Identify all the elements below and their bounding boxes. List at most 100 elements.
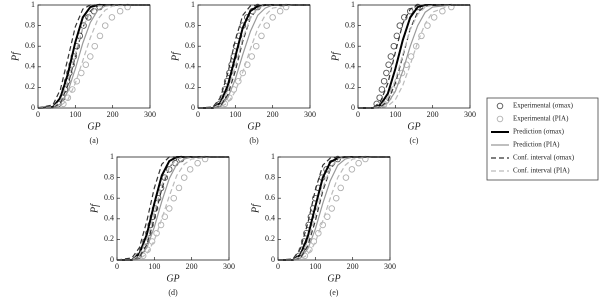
data-point bbox=[108, 14, 116, 21]
data-point bbox=[376, 94, 383, 101]
data-point bbox=[73, 77, 81, 85]
x-axis-label: GP bbox=[166, 273, 179, 284]
data-point bbox=[269, 14, 276, 21]
data-point bbox=[412, 42, 420, 50]
y-tick-label: 0.8 bbox=[265, 172, 275, 181]
cdf-line bbox=[278, 156, 390, 261]
x-tick-label: 300 bbox=[304, 110, 316, 119]
data-point bbox=[355, 159, 362, 167]
data-point bbox=[337, 184, 344, 192]
data-point bbox=[166, 205, 173, 212]
y-tick-label: 0 bbox=[110, 255, 114, 264]
x-tick-label: 300 bbox=[144, 110, 156, 119]
x-tick-label: 100 bbox=[148, 262, 160, 271]
x-tick-label: 200 bbox=[186, 262, 198, 271]
data-point bbox=[407, 53, 415, 60]
x-axis-label: GP bbox=[87, 121, 100, 132]
cdf-line bbox=[37, 4, 150, 109]
cdf-line bbox=[358, 4, 470, 109]
axes-frame bbox=[357, 4, 471, 109]
panel-caption: (d) bbox=[168, 288, 178, 297]
cdf-line bbox=[198, 4, 310, 109]
cdf-line bbox=[358, 4, 470, 109]
data-point bbox=[393, 32, 401, 40]
data-point bbox=[101, 22, 109, 29]
x-tick-label: 0 bbox=[196, 110, 200, 119]
cdf-line bbox=[358, 4, 470, 109]
data-point bbox=[380, 77, 388, 85]
data-point bbox=[276, 7, 284, 15]
legend-label: Experimental (PIA) bbox=[513, 115, 569, 123]
data-point bbox=[157, 221, 165, 229]
cdf-line bbox=[37, 4, 150, 109]
data-point bbox=[248, 53, 256, 60]
data-point bbox=[398, 69, 406, 77]
data-point bbox=[252, 42, 260, 50]
legend-label: Prediction (σmax) bbox=[513, 128, 565, 136]
x-tick-label: 200 bbox=[427, 110, 439, 119]
x-tick-label: 0 bbox=[356, 110, 360, 119]
data-point bbox=[82, 61, 90, 68]
data-point bbox=[180, 174, 188, 181]
data-point bbox=[319, 221, 327, 229]
y-tick-label: 0.4 bbox=[104, 214, 114, 223]
data-point bbox=[387, 53, 395, 60]
data-point bbox=[430, 14, 438, 21]
data-point bbox=[328, 205, 336, 212]
legend-label: Conf. interval (PIA) bbox=[513, 167, 570, 175]
data-point bbox=[166, 166, 173, 173]
data-point bbox=[439, 7, 446, 15]
data-point bbox=[96, 32, 104, 40]
y-tick-label: 0 bbox=[191, 103, 195, 112]
cdf-line bbox=[198, 4, 310, 109]
y-tick-label: 1 bbox=[110, 152, 114, 161]
cdf-line bbox=[198, 4, 310, 109]
data-point bbox=[378, 86, 386, 93]
y-axis-label: Pf bbox=[170, 51, 181, 62]
x-axis-label: GP bbox=[407, 121, 420, 132]
y-tick-label: 0.2 bbox=[104, 234, 114, 243]
axes-frame bbox=[197, 4, 311, 109]
x-tick-label: 200 bbox=[347, 262, 359, 271]
y-tick-label: 0.2 bbox=[185, 82, 195, 91]
data-point bbox=[69, 86, 76, 93]
y-axis-label: Pf bbox=[330, 51, 341, 62]
panel-caption: (a) bbox=[90, 136, 99, 145]
data-point bbox=[407, 7, 414, 15]
panel-caption: (b) bbox=[249, 136, 259, 145]
x-tick-label: 200 bbox=[267, 110, 279, 119]
data-point bbox=[315, 229, 322, 237]
cdf-line bbox=[277, 156, 390, 261]
cdf-line bbox=[117, 156, 229, 261]
x-tick-label: 100 bbox=[229, 110, 241, 119]
y-tick-label: 0.4 bbox=[265, 214, 275, 223]
x-tick-label: 100 bbox=[309, 262, 321, 271]
cdf-line bbox=[38, 4, 150, 109]
data-point bbox=[424, 22, 431, 29]
legend-label: Experimental (σmax) bbox=[513, 102, 574, 110]
cdf-line bbox=[358, 4, 470, 109]
y-tick-label: 0.6 bbox=[104, 193, 114, 202]
data-point bbox=[153, 229, 160, 237]
data-point bbox=[175, 184, 183, 192]
data-point bbox=[342, 174, 350, 181]
y-axis-label: Pf bbox=[89, 203, 100, 214]
axes-frame bbox=[37, 4, 151, 109]
x-tick-label: 0 bbox=[36, 110, 40, 119]
data-point bbox=[401, 14, 408, 21]
y-tick-label: 1 bbox=[351, 0, 355, 9]
cdf-line bbox=[198, 4, 310, 109]
data-point bbox=[385, 61, 392, 68]
x-axis-label: GP bbox=[247, 121, 260, 132]
data-point bbox=[91, 42, 98, 50]
y-tick-label: 0.6 bbox=[185, 41, 195, 50]
x-tick-label: 100 bbox=[389, 110, 401, 119]
cdf-line bbox=[37, 4, 150, 109]
y-tick-label: 0.4 bbox=[25, 62, 35, 71]
y-tick-label: 0.8 bbox=[104, 172, 114, 181]
panel-caption: (e) bbox=[330, 288, 339, 297]
y-tick-label: 1 bbox=[191, 0, 195, 9]
data-point bbox=[194, 159, 201, 167]
